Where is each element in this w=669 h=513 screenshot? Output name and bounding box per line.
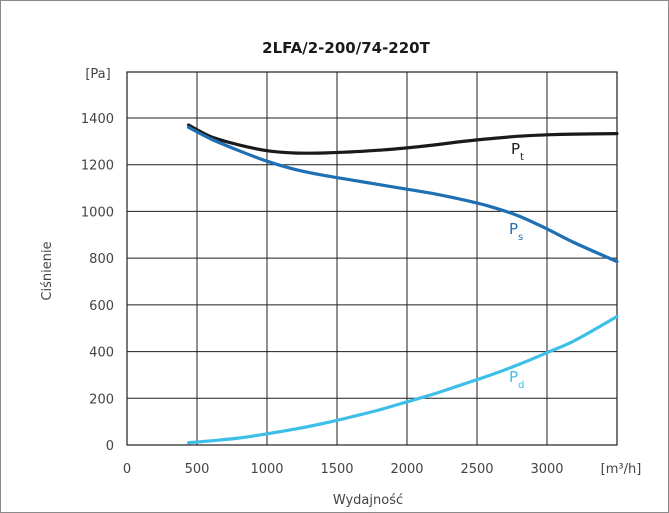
x-axis-unit-label: [m³/h] bbox=[601, 462, 642, 477]
plot-area-border bbox=[126, 71, 618, 446]
y-tick-label: 1400 bbox=[81, 112, 114, 127]
x-tick-label: 2000 bbox=[390, 462, 423, 477]
y-tick-label: 0 bbox=[106, 439, 114, 454]
grid bbox=[127, 72, 617, 445]
y-tick-label: 1200 bbox=[81, 159, 114, 174]
x-tick-label: 500 bbox=[185, 462, 210, 477]
chart-title: 2LFA/2-200/74-220T bbox=[262, 39, 430, 57]
x-tick-label: 1000 bbox=[250, 462, 283, 477]
x-axis-title: Wydajność bbox=[333, 493, 403, 508]
series-group bbox=[187, 123, 619, 445]
series-label-ps: Ps bbox=[509, 220, 523, 243]
y-axis-unit-label: [Pa] bbox=[85, 67, 110, 82]
x-tick-label: 1500 bbox=[320, 462, 353, 477]
series-line-pd bbox=[187, 314, 619, 445]
y-tick-label: 800 bbox=[89, 252, 114, 267]
y-tick-label: 400 bbox=[89, 346, 114, 361]
series-label-pt: Pt bbox=[511, 140, 524, 163]
series-label-pd: Pd bbox=[509, 368, 524, 391]
series-line-pt bbox=[187, 123, 619, 155]
y-tick-label: 200 bbox=[89, 392, 114, 407]
series-line-ps bbox=[187, 125, 619, 264]
y-tick-label: 1000 bbox=[81, 205, 114, 220]
x-tick-label: 0 bbox=[123, 462, 131, 477]
y-tick-label: 600 bbox=[89, 299, 114, 314]
labels-group: 0 500 1000 1500 2000 2500 3000 0 200 400 600 800 100… bbox=[81, 112, 564, 477]
x-tick-label: 3000 bbox=[530, 462, 563, 477]
y-axis-title: Ciśnienie bbox=[40, 241, 55, 300]
x-tick-label: 2500 bbox=[460, 462, 493, 477]
